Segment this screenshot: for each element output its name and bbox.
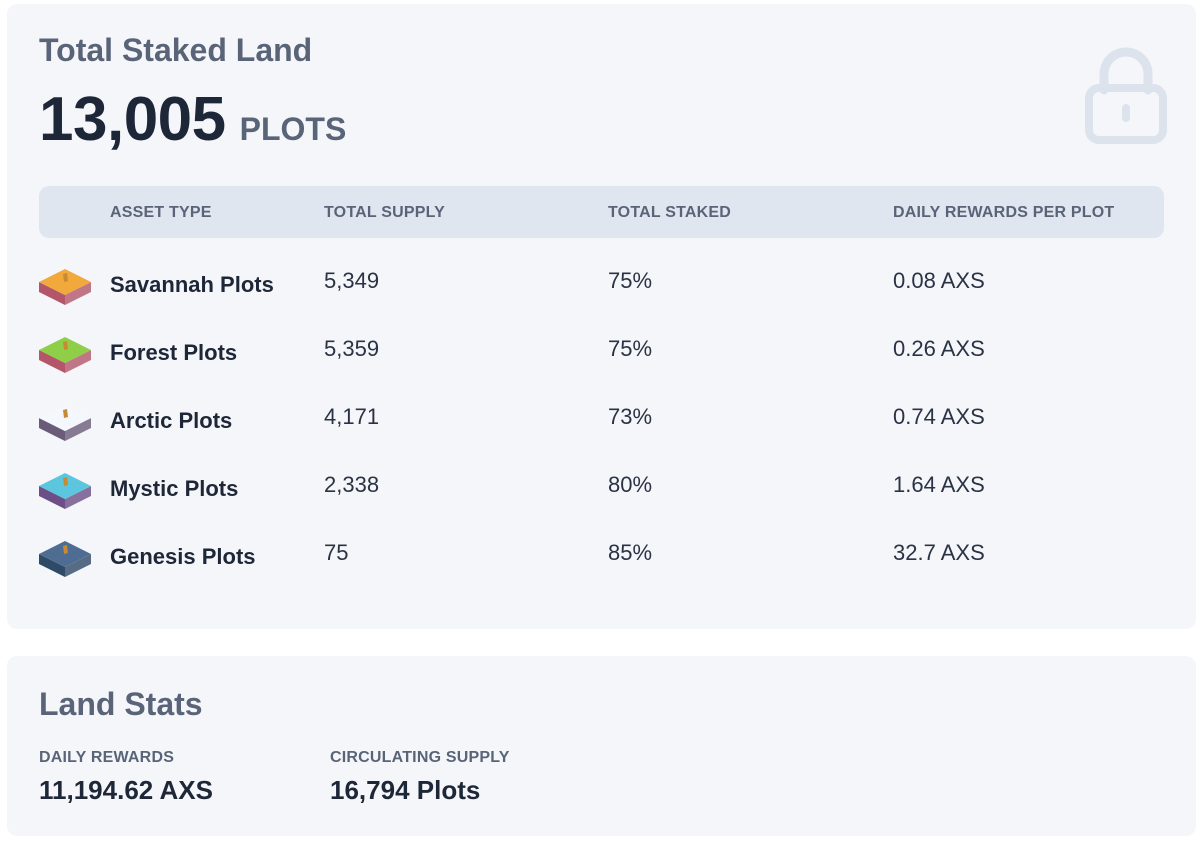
table-row-mystic: Mystic Plots 2,338 80% 1.64 AXS xyxy=(39,468,1164,528)
forest-plot-icon xyxy=(39,337,91,373)
table-row-savannah: Savannah Plots 5,349 75% 0.08 AXS xyxy=(39,264,1164,324)
total-supply-cell: 5,349 xyxy=(324,268,380,293)
total-staked-number: 13,005 xyxy=(39,85,226,154)
genesis-plot-icon xyxy=(39,541,91,577)
circulating-supply-stat: CIRCULATING SUPPLY 16,794 Plots xyxy=(330,749,510,806)
savannah-plot-icon xyxy=(39,269,91,305)
table-row-genesis: Genesis Plots 75 85% 32.7 AXS xyxy=(39,536,1164,596)
land-stats-card: Land Stats DAILY REWARDS 11,194.62 AXS C… xyxy=(7,656,1196,836)
daily-rewards-cell: 32.7 AXS xyxy=(893,540,985,565)
column-header-total-staked: TOTAL STAKED xyxy=(608,204,731,221)
daily-rewards-cell: 1.64 AXS xyxy=(893,472,985,497)
table-row-forest: Forest Plots 5,359 75% 0.26 AXS xyxy=(39,332,1164,392)
column-header-total-supply: TOTAL SUPPLY xyxy=(324,204,445,221)
total-supply-cell: 2,338 xyxy=(324,472,380,497)
table-header: ASSET TYPE TOTAL SUPPLY TOTAL STAKED DAI… xyxy=(39,186,1164,238)
lock-icon xyxy=(1085,47,1167,144)
circulating-supply-value: 16,794 Plots xyxy=(330,775,481,805)
total-staked-land-card: Total Staked Land 13,005 PLOTS ASSET TYP… xyxy=(7,4,1196,629)
mystic-plot-icon xyxy=(39,473,91,509)
circulating-supply-label: CIRCULATING SUPPLY xyxy=(330,749,510,766)
column-header-daily-rewards: DAILY REWARDS PER PLOT xyxy=(893,204,1115,221)
total-staked-value: 13,005 PLOTS xyxy=(39,84,346,155)
asset-name: Savannah Plots xyxy=(110,272,274,297)
card-title: Total Staked Land xyxy=(39,32,313,68)
total-staked-cell: 75% xyxy=(608,336,653,361)
total-supply-cell: 5,359 xyxy=(324,336,380,361)
daily-rewards-stat: DAILY REWARDS 11,194.62 AXS xyxy=(39,749,213,806)
daily-rewards-cell: 0.26 AXS xyxy=(893,336,985,361)
total-supply-cell: 75 xyxy=(324,540,349,565)
daily-rewards-cell: 0.08 AXS xyxy=(893,268,985,293)
table-row-arctic: Arctic Plots 4,171 73% 0.74 AXS xyxy=(39,400,1164,460)
asset-name: Arctic Plots xyxy=(110,408,233,433)
land-stats-title: Land Stats xyxy=(39,686,203,722)
total-staked-cell: 85% xyxy=(608,540,653,565)
asset-name: Genesis Plots xyxy=(110,544,256,569)
total-staked-cell: 80% xyxy=(608,472,653,497)
asset-name: Mystic Plots xyxy=(110,476,239,501)
daily-rewards-label: DAILY REWARDS xyxy=(39,749,175,766)
total-supply-cell: 4,171 xyxy=(324,404,380,429)
daily-rewards-cell: 0.74 AXS xyxy=(893,404,985,429)
total-staked-cell: 73% xyxy=(608,404,653,429)
daily-rewards-value: 11,194.62 AXS xyxy=(39,775,213,805)
total-staked-cell: 75% xyxy=(608,268,653,293)
total-staked-unit: PLOTS xyxy=(239,111,347,147)
asset-name: Forest Plots xyxy=(110,340,238,365)
arctic-plot-icon xyxy=(39,405,91,441)
column-header-asset-type: ASSET TYPE xyxy=(110,204,212,221)
